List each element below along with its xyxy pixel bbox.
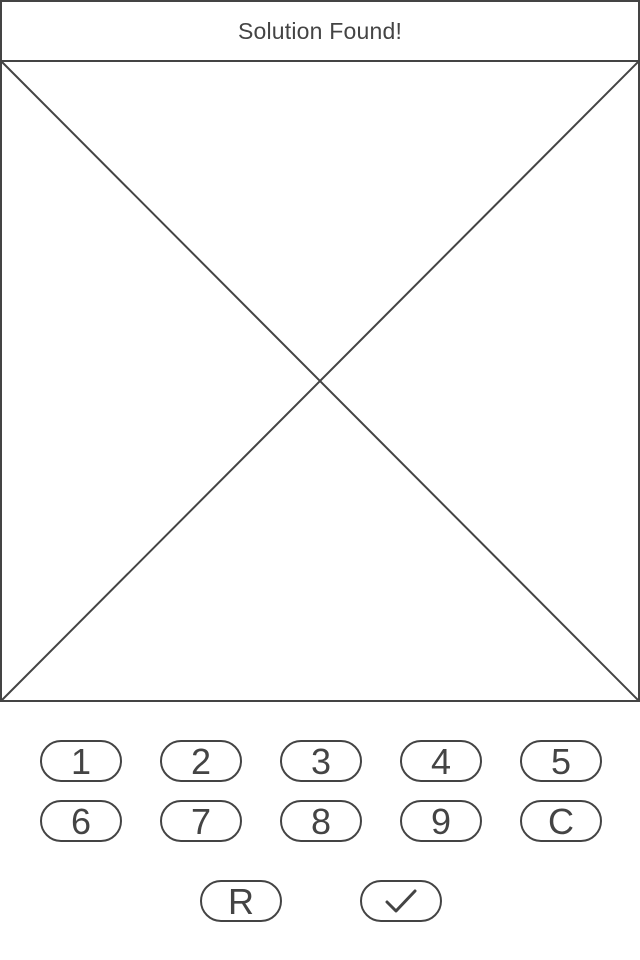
status-title: Solution Found! bbox=[237, 17, 403, 44]
key-8-label: 8 bbox=[310, 800, 332, 842]
key-5[interactable]: 5 bbox=[520, 740, 602, 782]
key-9[interactable]: 9 bbox=[400, 800, 482, 842]
image-placeholder-icon bbox=[0, 60, 640, 702]
key-4-label: 4 bbox=[430, 740, 452, 782]
key-7[interactable]: 7 bbox=[160, 800, 242, 842]
reset-button[interactable]: R bbox=[200, 880, 282, 922]
key-1[interactable]: 1 bbox=[40, 740, 122, 782]
clear-button[interactable]: C bbox=[520, 800, 602, 842]
key-3-label: 3 bbox=[310, 740, 332, 782]
key-8[interactable]: 8 bbox=[280, 800, 362, 842]
key-9-label: 9 bbox=[430, 800, 452, 842]
key-5-label: 5 bbox=[550, 740, 572, 782]
confirm-button[interactable] bbox=[360, 880, 442, 922]
key-2-label: 2 bbox=[190, 740, 212, 782]
checkmark-icon bbox=[385, 889, 417, 913]
key-2[interactable]: 2 bbox=[160, 740, 242, 782]
image-placeholder bbox=[0, 60, 640, 702]
key-4[interactable]: 4 bbox=[400, 740, 482, 782]
key-1-label: 1 bbox=[70, 740, 92, 782]
key-7-label: 7 bbox=[190, 800, 212, 842]
clear-button-label: C bbox=[548, 800, 574, 842]
reset-button-label: R bbox=[228, 880, 254, 922]
key-6-label: 6 bbox=[70, 800, 92, 842]
key-6[interactable]: 6 bbox=[40, 800, 122, 842]
header-bar: Solution Found! bbox=[0, 0, 640, 62]
key-3[interactable]: 3 bbox=[280, 740, 362, 782]
